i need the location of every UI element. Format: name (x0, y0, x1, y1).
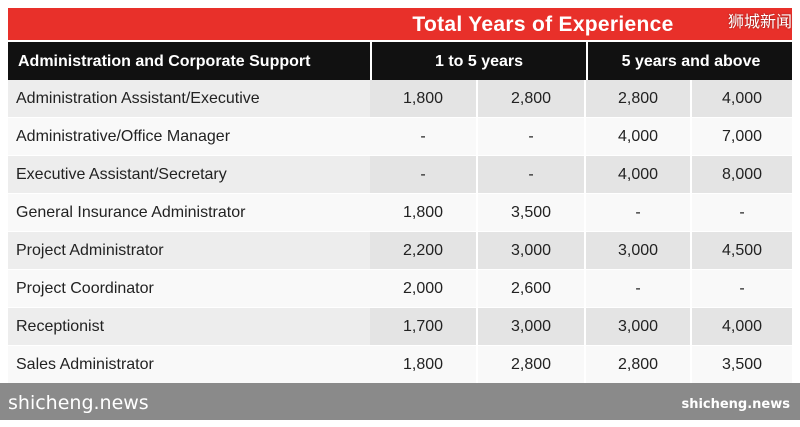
salary-cell: 1,800 (370, 80, 476, 117)
salary-cell: 3,500 (721, 356, 763, 373)
salary-cell: 3,000 (586, 232, 690, 269)
salary-cell: 2,000 (402, 280, 444, 297)
column-divider (584, 80, 586, 383)
salary-cell: 3,000 (478, 232, 584, 269)
salary-cell: 1,800 (402, 204, 444, 221)
salary-cell: 2,800 (617, 356, 659, 373)
table-row: Executive Assistant/Secretary - - 4,000 … (8, 156, 792, 194)
title-bar: Total Years of Experience (8, 8, 792, 40)
salary-cell: 4,000 (692, 308, 792, 345)
role-name: Project Coordinator (16, 280, 154, 297)
salary-cell: 4,000 (692, 80, 792, 117)
salary-cell: 2,200 (370, 232, 476, 269)
salary-cell: - (635, 280, 641, 297)
header-range-1-5: 1 to 5 years (370, 42, 586, 80)
salary-cell: 3,000 (478, 308, 584, 345)
salary-cell: 2,600 (510, 280, 552, 297)
salary-cell: - (739, 280, 745, 297)
salary-cell: 4,000 (586, 156, 690, 193)
salary-cell: - (420, 128, 426, 145)
table-title: Total Years of Experience (412, 13, 674, 36)
salary-cell: 4,500 (692, 232, 792, 269)
role-name: Project Administrator (16, 242, 164, 259)
column-divider (476, 80, 478, 383)
header-range-5-plus: 5 years and above (586, 42, 794, 80)
salary-cell: 1,800 (402, 356, 444, 373)
salary-cell: 8,000 (692, 156, 792, 193)
salary-cell: - (739, 204, 745, 221)
salary-cell: 2,800 (586, 80, 690, 117)
salary-table: Total Years of Experience 狮城新闻 Administr… (8, 8, 792, 383)
salary-cell: - (635, 204, 641, 221)
salary-cell: - (478, 156, 584, 193)
role-name: General Insurance Administrator (16, 204, 246, 221)
salary-cell: 4,000 (617, 128, 659, 145)
role-name: Receptionist (16, 318, 105, 335)
table-row: General Insurance Administrator 1,800 3,… (8, 194, 792, 232)
table-row: Administration Assistant/Executive 1,800… (8, 80, 792, 118)
role-name: Sales Administrator (16, 356, 154, 373)
table-row: Administrative/Office Manager - - 4,000 … (8, 118, 792, 156)
salary-cell: 1,700 (370, 308, 476, 345)
salary-cell: 3,500 (510, 204, 552, 221)
table-header: Administration and Corporate Support 1 t… (8, 42, 792, 80)
role-name: Executive Assistant/Secretary (16, 166, 227, 183)
watermark-bottom-right: shicheng.news (681, 397, 790, 412)
salary-cell: - (370, 156, 476, 193)
role-name: Administrative/Office Manager (16, 128, 231, 145)
table-row: Project Coordinator 2,000 2,600 - - (8, 270, 792, 308)
salary-cell: 3,000 (586, 308, 690, 345)
table-row: Sales Administrator 1,800 2,800 2,800 3,… (8, 346, 792, 383)
table-row: Project Administrator 2,200 3,000 3,000 … (8, 232, 792, 270)
role-name: Administration Assistant/Executive (16, 90, 260, 107)
table-body: Administration Assistant/Executive 1,800… (8, 80, 792, 383)
watermark-top: 狮城新闻 (727, 12, 792, 31)
header-category: Administration and Corporate Support (18, 53, 311, 70)
salary-cell: 7,000 (721, 128, 763, 145)
watermark-footer: shicheng.news shicheng.news (0, 383, 800, 420)
column-divider (690, 80, 692, 383)
table-row: Receptionist 1,700 3,000 3,000 4,000 (8, 308, 792, 346)
salary-cell: 2,800 (478, 80, 584, 117)
salary-cell: - (528, 128, 534, 145)
watermark-bottom-left: shicheng.news (8, 392, 149, 414)
salary-cell: 2,800 (510, 356, 552, 373)
